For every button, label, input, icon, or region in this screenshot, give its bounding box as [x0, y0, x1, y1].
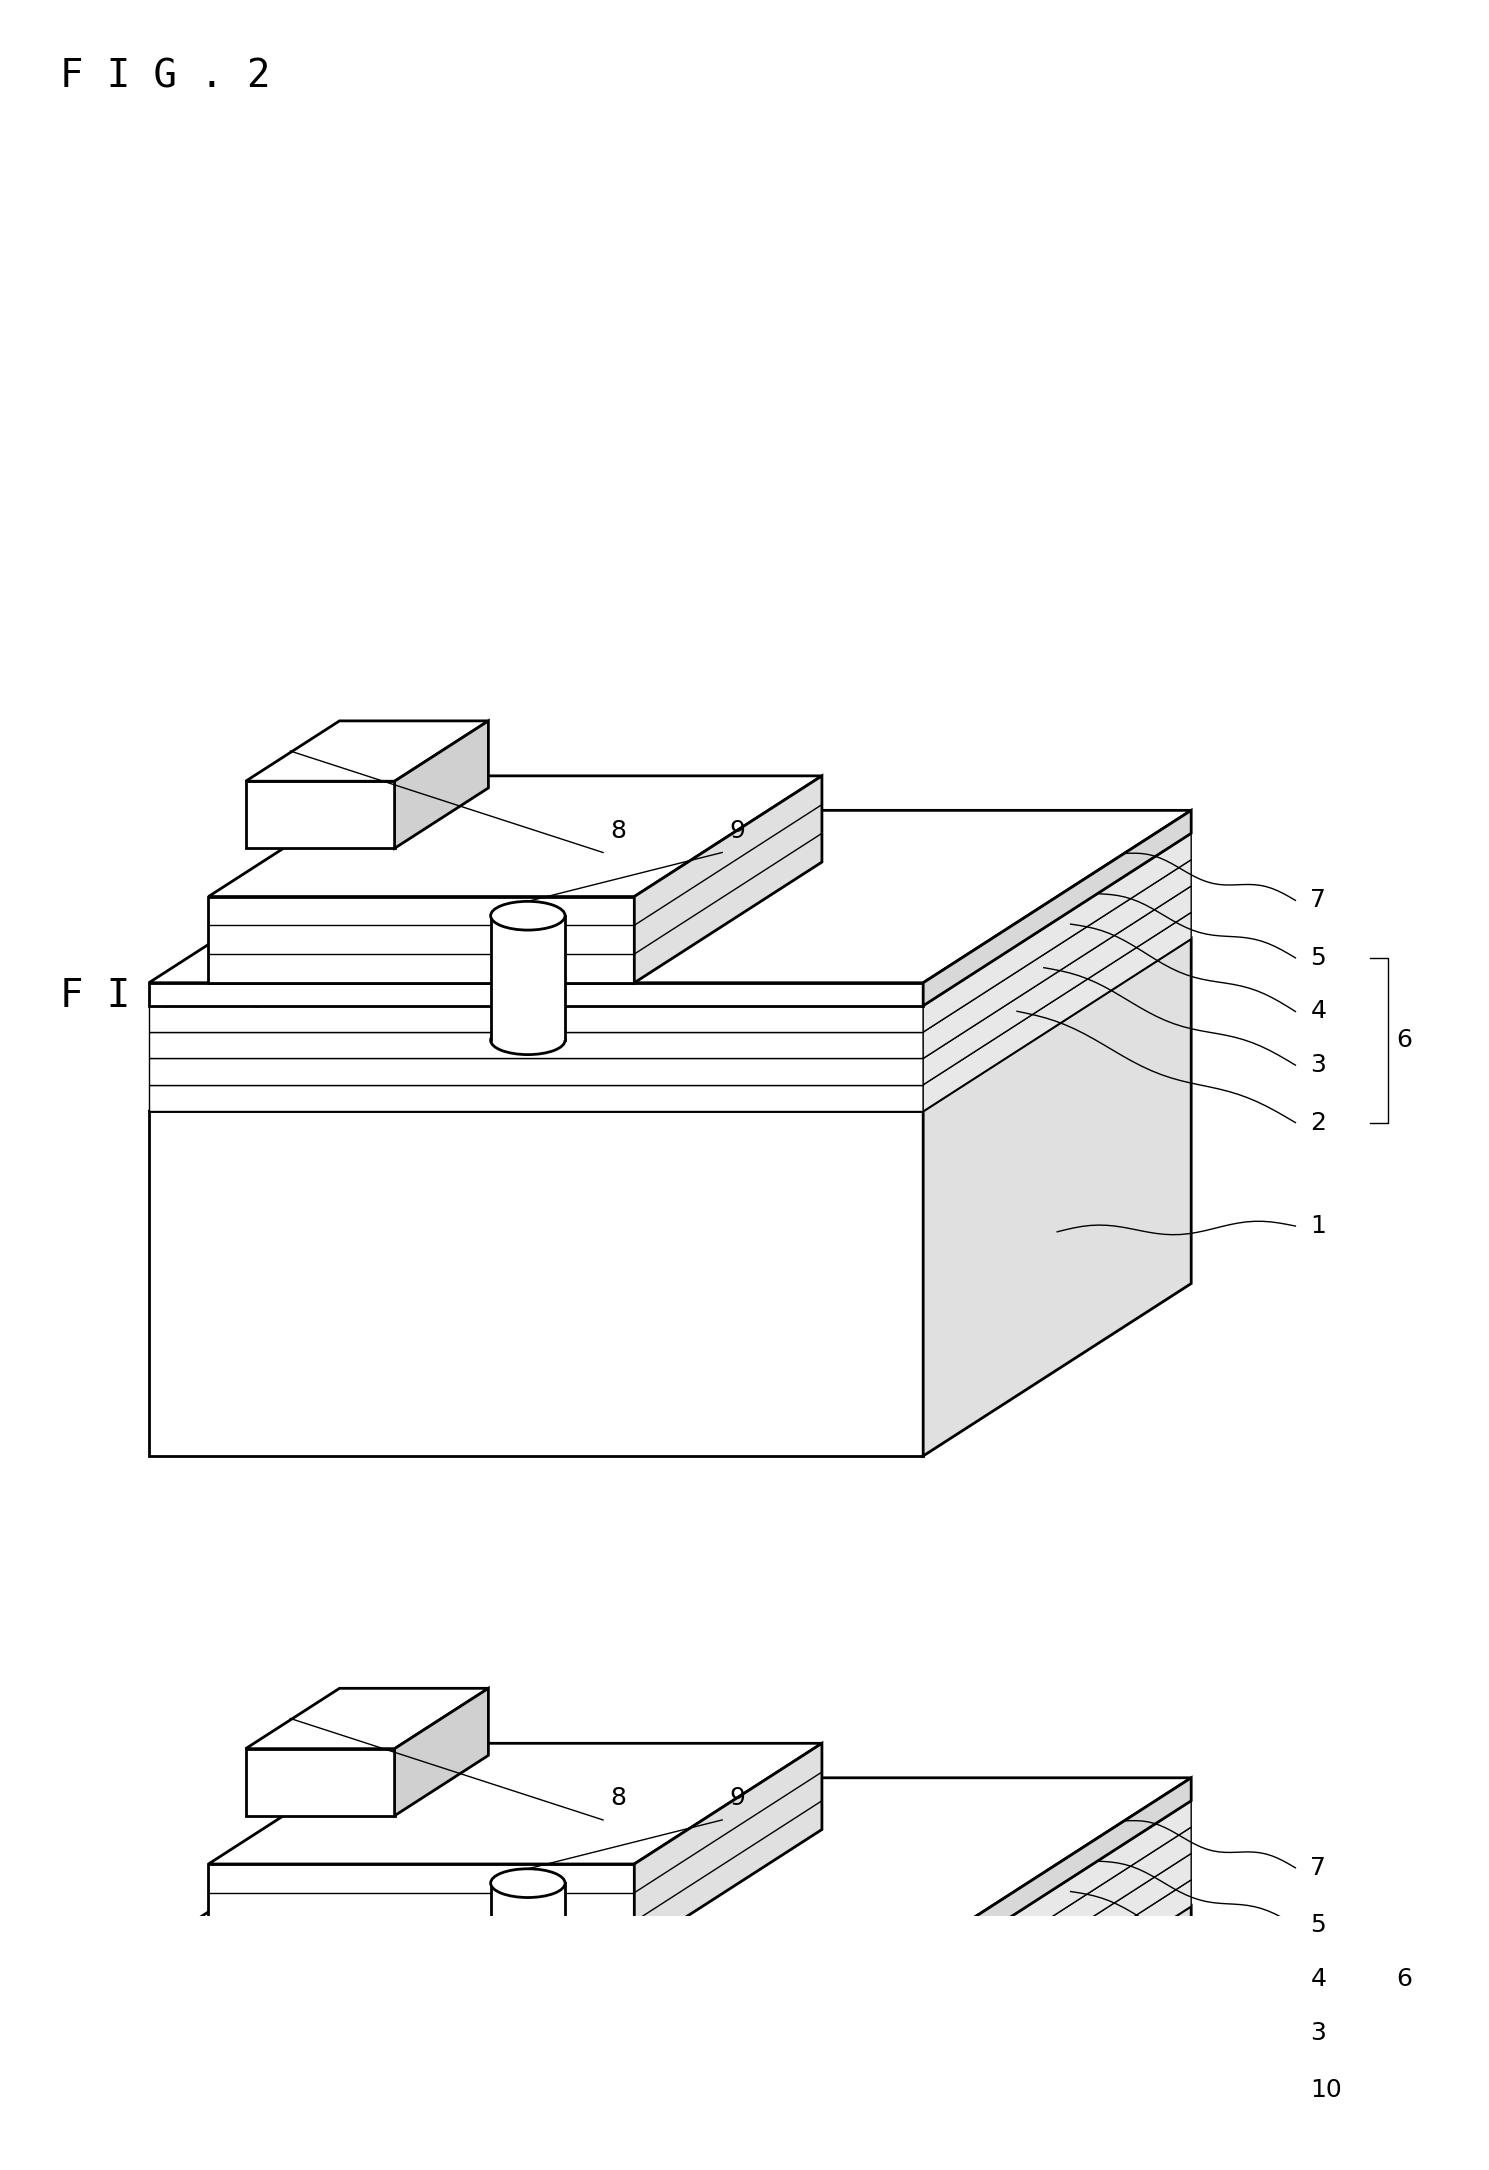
Text: 5: 5	[1310, 946, 1327, 970]
Polygon shape	[149, 940, 1191, 1111]
Text: 4: 4	[1310, 1000, 1327, 1024]
Polygon shape	[923, 885, 1191, 1085]
Text: 5: 5	[1310, 1914, 1327, 1938]
Text: 3: 3	[1310, 2020, 1327, 2044]
Text: 2: 2	[1310, 1111, 1327, 1135]
Ellipse shape	[491, 1026, 566, 1055]
Polygon shape	[923, 1801, 1191, 1999]
Polygon shape	[395, 1688, 488, 1816]
Polygon shape	[923, 833, 1191, 1033]
Polygon shape	[246, 1749, 395, 1816]
Polygon shape	[149, 2027, 923, 2053]
Polygon shape	[149, 1033, 923, 1059]
Text: 6: 6	[1397, 1966, 1413, 1990]
Polygon shape	[246, 781, 395, 848]
Text: 8: 8	[610, 1786, 625, 1810]
Text: 9: 9	[730, 818, 744, 842]
Polygon shape	[208, 896, 634, 983]
Polygon shape	[149, 1801, 1191, 1973]
Polygon shape	[149, 1777, 1191, 1951]
Text: 1: 1	[1310, 1213, 1327, 1239]
Text: 8: 8	[610, 818, 625, 842]
Polygon shape	[490, 1884, 566, 2007]
Text: 10: 10	[1310, 2079, 1342, 2103]
Polygon shape	[149, 1111, 923, 1456]
Polygon shape	[149, 809, 1191, 983]
Polygon shape	[149, 833, 1191, 1005]
Polygon shape	[208, 1743, 822, 1864]
Polygon shape	[149, 1059, 923, 1085]
Text: 7: 7	[1310, 1855, 1327, 1879]
Ellipse shape	[491, 1868, 566, 1897]
Polygon shape	[923, 911, 1191, 1111]
Polygon shape	[208, 777, 822, 896]
Polygon shape	[923, 859, 1191, 1059]
Polygon shape	[149, 2053, 923, 2079]
Polygon shape	[149, 1973, 923, 1999]
Text: 4: 4	[1310, 1966, 1327, 1990]
Polygon shape	[634, 1743, 822, 1951]
Polygon shape	[149, 1085, 923, 1111]
Polygon shape	[634, 777, 822, 983]
Polygon shape	[208, 1864, 634, 1951]
Polygon shape	[246, 720, 488, 781]
Polygon shape	[149, 1951, 923, 1973]
Polygon shape	[149, 983, 923, 1005]
Polygon shape	[490, 916, 566, 1039]
Text: 7: 7	[1310, 888, 1327, 911]
Polygon shape	[395, 720, 488, 848]
Text: 6: 6	[1397, 1029, 1413, 1052]
Polygon shape	[923, 1827, 1191, 2027]
Text: 3: 3	[1310, 1052, 1327, 1076]
Polygon shape	[923, 1905, 1191, 2170]
Polygon shape	[923, 1879, 1191, 2079]
Polygon shape	[149, 2079, 923, 2170]
Text: F I G . 3: F I G . 3	[60, 976, 270, 1016]
Ellipse shape	[491, 1994, 566, 2022]
Polygon shape	[923, 1853, 1191, 2053]
Text: F I G . 2: F I G . 2	[60, 56, 270, 95]
Polygon shape	[923, 809, 1191, 1005]
Ellipse shape	[491, 901, 566, 931]
Polygon shape	[923, 1777, 1191, 1973]
Text: 9: 9	[730, 1786, 744, 1810]
Polygon shape	[149, 1905, 1191, 2079]
Polygon shape	[149, 1999, 923, 2027]
Polygon shape	[923, 940, 1191, 1456]
Polygon shape	[246, 1688, 488, 1749]
Polygon shape	[149, 1005, 923, 1033]
